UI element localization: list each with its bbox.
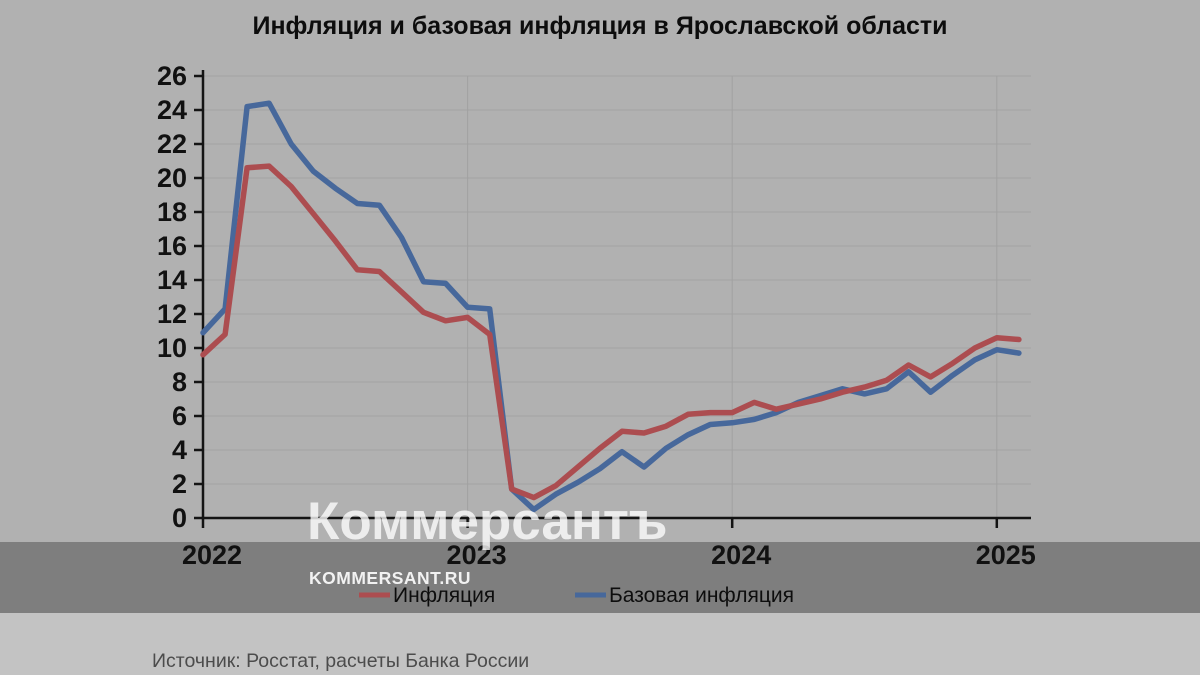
axis-band bbox=[0, 542, 1200, 613]
x-tick-label: 2025 bbox=[976, 540, 1036, 570]
y-tick-label: 0 bbox=[172, 503, 187, 533]
y-tick-label: 10 bbox=[157, 333, 187, 363]
y-tick-label: 8 bbox=[172, 367, 187, 397]
y-tick-label: 14 bbox=[157, 265, 187, 295]
y-tick-label: 20 bbox=[157, 163, 187, 193]
y-axis bbox=[194, 70, 205, 520]
watermark: Коммерсантъ KOMMERSANT.RU bbox=[307, 492, 668, 588]
y-tick-label: 6 bbox=[172, 401, 187, 431]
y-tick-label: 16 bbox=[157, 231, 187, 261]
watermark-brand-text: Коммерсантъ bbox=[307, 492, 668, 551]
source-note: Источник: Росстат, расчеты Банка России bbox=[152, 650, 529, 672]
x-tick-label: 2024 bbox=[711, 540, 771, 570]
legend-label-core-inflation: Базовая инфляция bbox=[609, 584, 794, 607]
core-inflation-line bbox=[200, 100, 1022, 513]
y-tick-label: 12 bbox=[157, 299, 187, 329]
inflation-line bbox=[200, 163, 1022, 501]
x-tick-label: 2023 bbox=[447, 540, 507, 570]
y-tick-label: 2 bbox=[172, 469, 187, 499]
x-tick-labels: 2022 2023 2024 2025 bbox=[182, 540, 1036, 570]
chart-title: Инфляция и базовая инфляция в Ярославско… bbox=[252, 12, 947, 40]
watermark-site-text: KOMMERSANT.RU bbox=[309, 568, 471, 588]
y-tick-label: 24 bbox=[157, 95, 187, 125]
legend: Инфляция Базовая инфляция bbox=[359, 584, 794, 607]
y-tick-label: 22 bbox=[157, 129, 187, 159]
legend-label-inflation: Инфляция bbox=[393, 584, 495, 607]
vertical-gridlines bbox=[467, 76, 998, 518]
x-tick-label: 2022 bbox=[182, 540, 242, 570]
x-axis bbox=[201, 516, 1031, 528]
y-tick-label: 18 bbox=[157, 197, 187, 227]
y-tick-label: 4 bbox=[172, 435, 187, 465]
y-tick-label: 26 bbox=[157, 61, 187, 91]
footer-strip bbox=[0, 613, 1200, 675]
